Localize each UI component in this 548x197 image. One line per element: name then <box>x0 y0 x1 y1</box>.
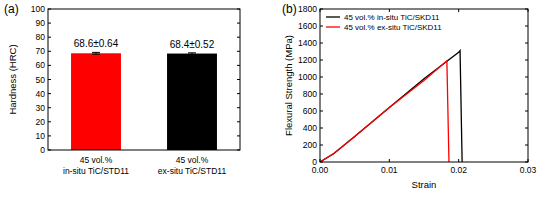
data-label: 68.6±0.64 <box>74 38 119 49</box>
y-tick-label: 0 <box>40 145 45 155</box>
figure: (a) 0 10 20 30 40 50 60 70 80 90 100 Hardness (HRC) 6… <box>0 0 548 197</box>
panel-title: (a) <box>4 2 19 16</box>
legend: 45 vol.% in-situ TiC/SKD1145 vol.% ex-si… <box>326 13 442 32</box>
legend-label: 45 vol.% in-situ TiC/SKD11 <box>344 13 440 22</box>
y-tick-label: 10 <box>36 131 46 141</box>
error-bar <box>188 53 196 54</box>
y-axis-label: Hardness (HRC) <box>7 44 18 114</box>
y-axis-label: Flexural Strength (MPa) <box>283 35 294 136</box>
y-tick-label: 60 <box>36 60 46 70</box>
category-line: in-situ TiC/STD11 <box>63 166 129 176</box>
x-axis-label: Strain <box>412 179 437 190</box>
y-tick-label: 80 <box>36 32 46 42</box>
panel-0: (a) 0 10 20 30 40 50 60 70 80 90 100 Hardness (HRC) 6… <box>4 2 240 176</box>
y-tick-label: 90 <box>36 18 46 28</box>
error-cap <box>92 54 100 55</box>
y-tick-label: 100 <box>31 4 45 14</box>
error-cap <box>92 52 100 53</box>
y-tick-label: 400 <box>303 123 317 133</box>
category-label: 45 vol.%in-situ TiC/STD11 <box>63 155 129 176</box>
plot-area <box>71 52 217 150</box>
x-tick-label: 0.01 <box>381 165 398 175</box>
bar <box>71 53 121 150</box>
series-line <box>320 51 462 162</box>
panel-1: (b)020040060080010001200140016001800Flex… <box>282 2 537 190</box>
plot-frame <box>48 9 240 150</box>
x-tick-label: 0.03 <box>520 165 537 175</box>
y-tick-label: 1800 <box>298 4 317 14</box>
y-tick-label: 1200 <box>298 55 317 65</box>
y-tick-label: 20 <box>36 117 46 127</box>
legend-swatch <box>326 26 340 27</box>
y-tick-label: 40 <box>36 89 46 99</box>
data-label: 68.4±0.52 <box>170 39 215 50</box>
y-tick-label: 1600 <box>298 21 317 31</box>
error-cap <box>188 52 196 53</box>
category-label: 45 vol.%ex-situ TiC/STD11 <box>158 155 227 176</box>
plot-area <box>320 51 462 162</box>
category-line: 45 vol.% <box>176 155 209 165</box>
y-tick-label: 1000 <box>298 72 317 82</box>
y-tick-label: 50 <box>36 75 46 85</box>
series-line <box>320 61 449 162</box>
x-tick-label: 0.00 <box>312 165 329 175</box>
error-bar <box>92 52 100 54</box>
bar <box>167 54 217 150</box>
y-tick-label: 200 <box>303 140 317 150</box>
panel-title: (b) <box>282 2 297 16</box>
legend-swatch <box>326 16 340 17</box>
y-tick-label: 800 <box>303 89 317 99</box>
y-tick-label: 30 <box>36 103 46 113</box>
y-tick-label: 1400 <box>298 38 317 48</box>
legend-label: 45 vol.% ex-situ TiC/SKD11 <box>344 23 442 32</box>
category-line: ex-situ TiC/STD11 <box>158 166 227 176</box>
category-line: 45 vol.% <box>80 155 113 165</box>
x-tick-label: 0.02 <box>450 165 467 175</box>
error-cap <box>188 54 196 55</box>
plot-frame <box>320 9 528 162</box>
y-tick-label: 600 <box>303 106 317 116</box>
y-tick-label: 70 <box>36 46 46 56</box>
